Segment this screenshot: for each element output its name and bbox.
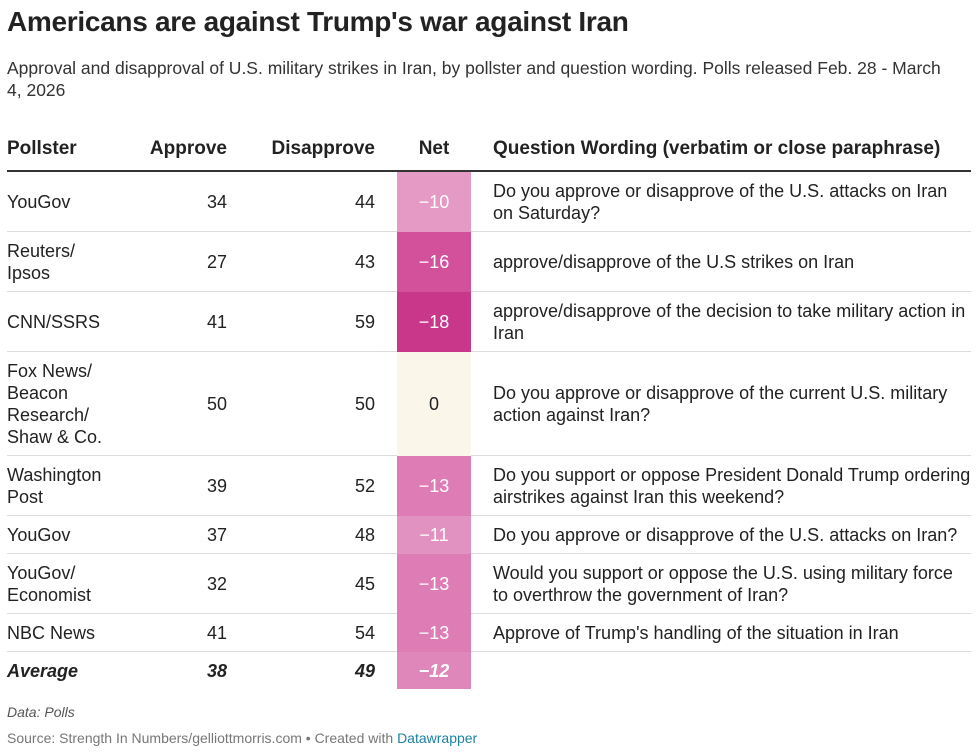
table-cell: −10 [397, 172, 471, 232]
table-cell: −13 [397, 614, 471, 652]
table-cell: −18 [397, 292, 471, 352]
average-cell: −12 [397, 652, 471, 689]
column-header: Net [397, 130, 471, 172]
table-cell: Do you approve or disapprove of the U.S.… [471, 516, 971, 554]
table-row: NBC News 41 54 −13 Approve of Trump's handli… [7, 614, 971, 652]
data-note: Data: Polls [7, 704, 75, 720]
table-cell: Do you approve or disapprove of the U.S.… [471, 172, 971, 232]
table-cell: −13 [397, 554, 471, 614]
table-cell: 52 [235, 456, 397, 516]
header-row: Pollster Approve Disapprove Net Question Wor… [7, 130, 971, 172]
table-cell: Would you support or oppose the U.S. usi… [471, 554, 971, 614]
table-row: Reuters/ Ipsos 27 43 −16 approve/disapprove … [7, 232, 971, 292]
table-cell: CNN/SSRS [7, 292, 122, 352]
table-cell: 43 [235, 232, 397, 292]
table-cell: −13 [397, 456, 471, 516]
table-cell: 39 [122, 456, 235, 516]
table-cell: 44 [235, 172, 397, 232]
table-cell: 37 [122, 516, 235, 554]
table-row: Washington Post 39 52 −13 Do you support or … [7, 456, 971, 516]
table-row: YouGov/ Economist 32 45 −13 Would you suppor… [7, 554, 971, 614]
subtitle: Approval and disapproval of U.S. militar… [7, 58, 941, 100]
table-cell: approve/disapprove of the decision to ta… [471, 292, 971, 352]
table-cell: NBC News [7, 614, 122, 652]
table-row: YouGov 37 48 −11 Do you approve or disapprov… [7, 516, 971, 554]
title: Americans are against Trump's war agains… [7, 6, 629, 37]
average-cell: 49 [354, 660, 375, 681]
table-cell: 50 [235, 352, 397, 456]
table-cell: 41 [122, 614, 235, 652]
table-cell: −16 [397, 232, 471, 292]
table-cell: −11 [397, 516, 471, 554]
average-cell: 38 [206, 660, 227, 681]
column-header: Pollster [7, 130, 122, 172]
source-text: Source: Strength In Numbers/gelliottmorr… [7, 730, 394, 746]
table-cell: 59 [235, 292, 397, 352]
table-cell: Do you support or oppose President Donal… [471, 456, 971, 516]
table-cell: 34 [122, 172, 235, 232]
column-header: Disapprove [235, 130, 397, 172]
table-cell: 45 [235, 554, 397, 614]
average-row: Average 38 49 −12 [7, 652, 971, 689]
column-header: Approve [122, 130, 235, 172]
table-row: CNN/SSRS 41 59 −18 approve/disapprove of the… [7, 292, 971, 352]
table-row: Fox News/ Beacon Research/ Shaw & Co. 50 5… [7, 352, 971, 456]
source: Source: Strength In Numbers/gelliottmorr… [7, 730, 477, 746]
table-cell: Approve of Trump's handling of the situa… [471, 614, 971, 652]
table-cell: YouGov [7, 516, 122, 554]
table-cell: YouGov/ Economist [7, 554, 122, 614]
table-cell: Do you approve or disapprove of the curr… [471, 352, 971, 456]
table-cell: Washington Post [7, 456, 122, 516]
table-cell: 32 [122, 554, 235, 614]
poll-table: Pollster Approve Disapprove Net Question Wor… [7, 130, 971, 689]
table-cell: 54 [235, 614, 397, 652]
column-header: Question Wording (verbatim or close para… [471, 130, 971, 172]
table-cell: 0 [397, 352, 471, 456]
table-cell: 41 [122, 292, 235, 352]
table-row: YouGov 34 44 −10 Do you approve or disapprov… [7, 172, 971, 232]
table-cell: 48 [235, 516, 397, 554]
average-cell [471, 652, 971, 689]
table-cell: Reuters/ Ipsos [7, 232, 122, 292]
table-cell: 50 [122, 352, 235, 456]
average-cell: Average [7, 660, 79, 681]
table-cell: 27 [122, 232, 235, 292]
table-cell: Fox News/ Beacon Research/ Shaw & Co. [7, 352, 122, 456]
table-cell: approve/disapprove of the U.S strikes on… [471, 232, 971, 292]
table-body: YouGov 34 44 −10 Do you approve or disapprov… [7, 172, 971, 689]
credit-link[interactable]: Datawrapper [397, 730, 478, 746]
table-cell: YouGov [7, 172, 122, 232]
